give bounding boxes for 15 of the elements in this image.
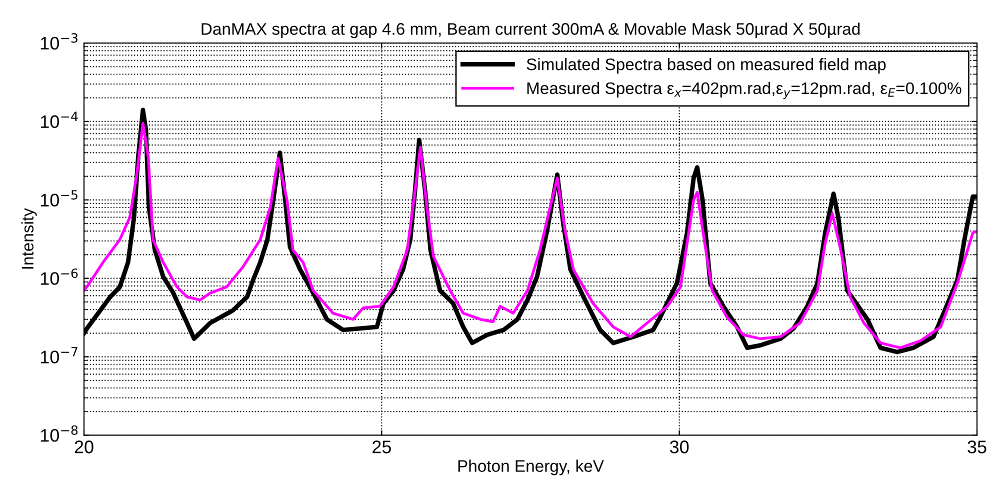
y-tick-label: 10$^{−3}$ (40, 33, 78, 50)
y-axis-title: Intensity (21, 208, 37, 269)
x-axis-title: Photon Energy, keV (458, 460, 604, 476)
x-tick-label: 20 (74, 440, 94, 454)
y-tick-label: 10$^{−7}$ (40, 347, 78, 364)
y-tick-label: 10$^{−4}$ (40, 112, 78, 128)
x-tick-label: 30 (670, 440, 689, 454)
y-tick-label: 10$^{−6}$ (40, 268, 78, 285)
chart-title: DanMAX spectra at gap 4.6 mm, Beam current 300mA & Movable Mask 50µrad X 50µrad (202, 22, 860, 38)
legend-label: Simulated Spectra based on measured field map (526, 58, 886, 74)
y-tick-label: 10$^{−8}$ (40, 425, 78, 442)
x-tick-label: 35 (968, 440, 986, 454)
legend-label: Measured Spectra ε$_{x}$=402pm.rad,ε$_{y}$=12pm.rad, ε$_{E}$=0.100% (527, 82, 962, 100)
y-tick-label: 10$^{−5}$ (40, 190, 78, 206)
x-tick-label: 25 (372, 440, 391, 454)
